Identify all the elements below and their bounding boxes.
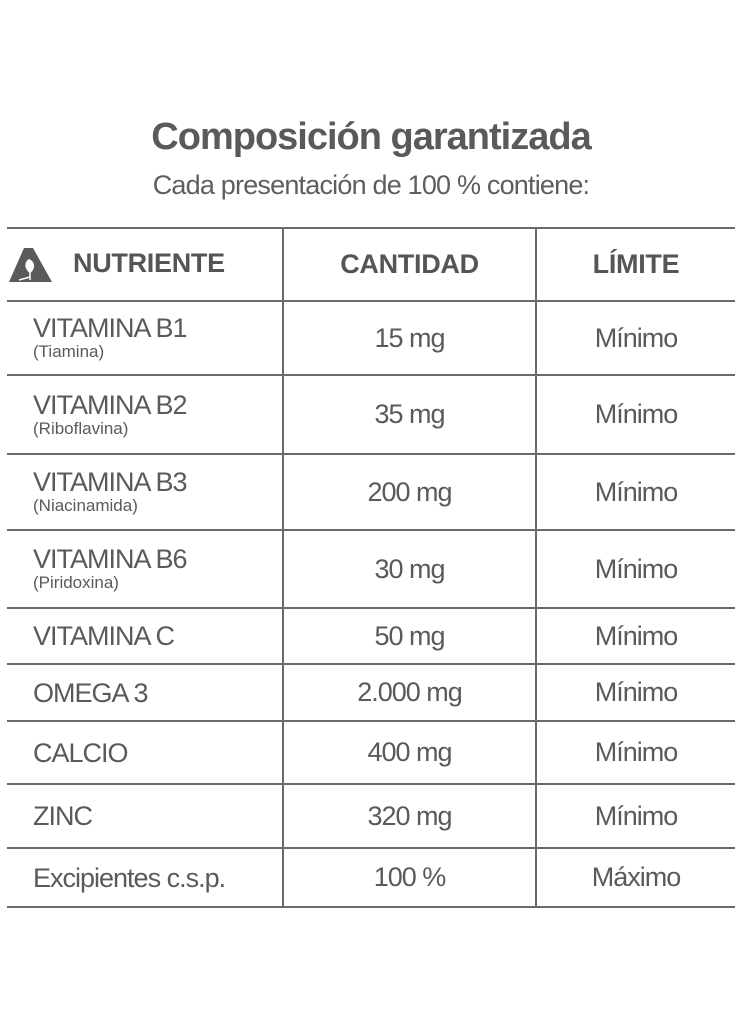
- amount-cell: 2.000 mg: [282, 663, 537, 722]
- nutrient-name: OMEGA 3: [33, 677, 149, 708]
- nutrient-cell: OMEGA 3: [7, 663, 283, 722]
- amount-cell: 35 mg: [282, 374, 537, 455]
- nutrient-name: VITAMINA B1: [33, 313, 188, 343]
- page-title: Composición garantizada: [151, 116, 591, 158]
- nutrient-cell: CALCIO: [7, 720, 283, 785]
- limit-cell: Mínimo: [536, 453, 735, 531]
- nutrient-name: Excipientes c.s.p.: [33, 862, 226, 893]
- nutrient-cell: Excipientes c.s.p.: [7, 847, 283, 908]
- leaf-triangle-logo-icon: [9, 247, 52, 282]
- limit-cell: Máximo: [536, 847, 735, 908]
- limit-cell: Mínimo: [536, 607, 735, 665]
- nutrient-subname: (Niacinamida): [33, 496, 138, 515]
- page-subtitle: Cada presentación de 100 % contiene:: [152, 170, 590, 200]
- amount-cell: 200 mg: [282, 453, 537, 531]
- table-row: Excipientes c.s.p. 100 % Máximo: [7, 847, 735, 908]
- nutrient-name: VITAMINA B3: [33, 467, 188, 497]
- nutrient-subname: (Piridoxina): [33, 573, 119, 592]
- limit-cell: Mínimo: [536, 720, 735, 785]
- amount-cell: 30 mg: [282, 529, 537, 609]
- table-row: VITAMINA B6 (Piridoxina) 30 mg Mínimo: [7, 529, 735, 609]
- table-header-row: NUTRIENTE CANTIDAD LÍMITE: [7, 227, 735, 302]
- limit-cell: Mínimo: [536, 663, 735, 722]
- table-row: VITAMINA B3 (Niacinamida) 200 mg Mínimo: [7, 453, 735, 531]
- limit-cell: Mínimo: [536, 783, 735, 849]
- column-header-limite: LÍMITE: [536, 227, 735, 302]
- table-row: VITAMINA B2 (Riboflavina) 35 mg Mínimo: [7, 374, 735, 455]
- nutrient-name: CALCIO: [33, 737, 129, 768]
- amount-cell: 320 mg: [282, 783, 537, 849]
- composition-table: NUTRIENTE CANTIDAD LÍMITE VITAMINA B1 (Ti…: [7, 227, 735, 908]
- limit-cell: Mínimo: [536, 374, 735, 455]
- amount-cell: 50 mg: [282, 607, 537, 665]
- table-row: VITAMINA B1 (Tiamina) 15 mg Mínimo: [7, 300, 735, 376]
- column-header-nutriente: NUTRIENTE: [7, 227, 283, 302]
- amount-cell: 15 mg: [282, 300, 537, 376]
- nutrient-cell: VITAMINA B1 (Tiamina): [7, 300, 283, 376]
- nutrient-cell: VITAMINA B3 (Niacinamida): [7, 453, 283, 531]
- column-label: NUTRIENTE: [73, 247, 225, 278]
- amount-cell: 100 %: [282, 847, 537, 908]
- amount-cell: 400 mg: [282, 720, 537, 785]
- nutrient-name: VITAMINA C: [33, 621, 175, 651]
- nutrient-subname: (Tiamina): [33, 342, 105, 361]
- nutrient-subname: (Riboflavina): [33, 418, 129, 438]
- nutrient-name: VITAMINA B6: [33, 544, 188, 574]
- nutrient-name: VITAMINA B2: [33, 389, 188, 420]
- limit-cell: Mínimo: [536, 529, 735, 609]
- nutrient-cell: VITAMINA B6 (Piridoxina): [7, 529, 283, 609]
- nutrient-cell: ZINC: [7, 783, 283, 849]
- nutrient-cell: VITAMINA B2 (Riboflavina): [7, 374, 283, 455]
- table-row: VITAMINA C 50 mg Mínimo: [7, 607, 735, 665]
- table-row: OMEGA 3 2.000 mg Mínimo: [7, 663, 735, 722]
- limit-cell: Mínimo: [536, 300, 735, 376]
- nutrient-cell: VITAMINA C: [7, 607, 283, 665]
- table-row: ZINC 320 mg Mínimo: [7, 783, 735, 849]
- column-header-cantidad: CANTIDAD: [282, 227, 537, 302]
- nutrient-name: ZINC: [33, 801, 93, 831]
- table-row: CALCIO 400 mg Mínimo: [7, 720, 735, 785]
